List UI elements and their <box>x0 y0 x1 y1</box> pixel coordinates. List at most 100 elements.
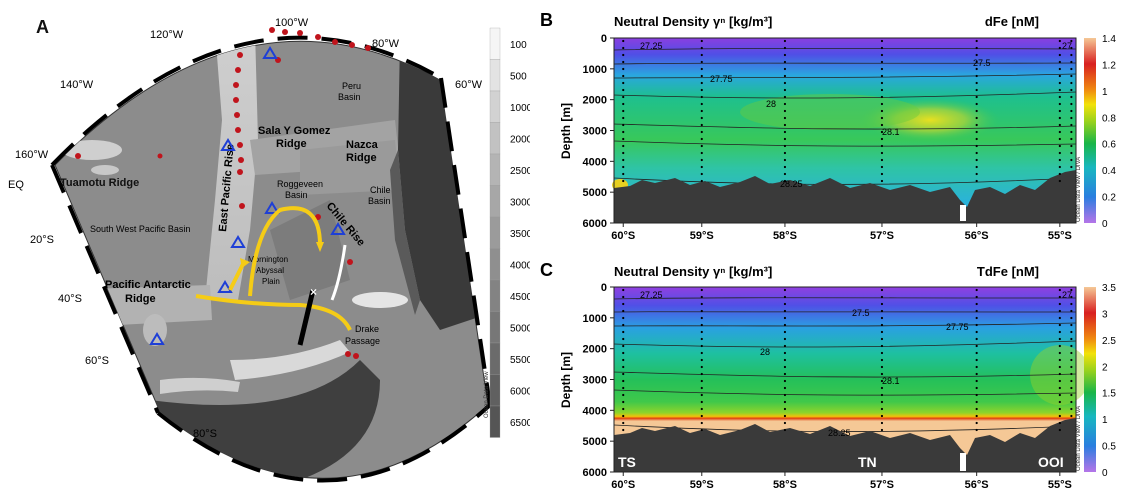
sample-dot <box>783 165 787 169</box>
svg-text:27.25: 27.25 <box>640 41 663 51</box>
sample-dot <box>880 53 884 57</box>
section-b-svg: B Neutral Density γⁿ [kg/m³] dFe [nM] 27… <box>540 10 1116 242</box>
sample-dot <box>975 46 978 50</box>
depth-legend-label: 5000 m <box>510 323 530 334</box>
sample-dot <box>975 351 978 355</box>
colorbar-tick-label: 0.6 <box>1102 140 1116 151</box>
sample-dot <box>975 309 978 313</box>
sample-dot <box>1070 130 1073 134</box>
sample-dot <box>1058 81 1061 85</box>
sample-dot <box>700 151 703 155</box>
sample-dot <box>783 372 787 376</box>
sample-dot <box>975 386 978 390</box>
sample-dot <box>1058 351 1061 355</box>
sample-dot <box>700 158 703 162</box>
lat-label-60s: 60°S <box>85 355 109 367</box>
sample-dot <box>1058 316 1061 320</box>
sample-dot <box>975 428 978 432</box>
sample-dot <box>783 137 787 141</box>
sample-dot <box>1058 95 1061 99</box>
svg-text:×: × <box>310 285 317 299</box>
y-tick-label: 4000 <box>583 405 607 417</box>
sample-dot <box>700 130 703 134</box>
sample-dot <box>622 81 625 85</box>
y-tick-label: 5000 <box>583 436 607 448</box>
x-tick-label: 59°S <box>690 479 714 491</box>
sample-dot <box>880 295 884 299</box>
sample-dot <box>1070 158 1073 162</box>
sample-dot <box>700 393 703 397</box>
sample-dot <box>622 151 625 155</box>
lon-label-140w: 140°W <box>60 79 94 91</box>
sample-dot <box>622 365 625 369</box>
panel-a-label: A <box>36 17 49 37</box>
colorbar-tick-label: 0.2 <box>1102 193 1116 204</box>
sample-dot <box>1058 53 1061 57</box>
sample-dot <box>783 407 787 411</box>
sample-dot <box>1070 365 1073 369</box>
depth-legend-label: 3000 m <box>510 197 530 208</box>
sample-dot <box>975 137 978 141</box>
sample-dot <box>783 39 787 43</box>
panel-c-section: C Neutral Density γⁿ [kg/m³] TdFe [nM] 2… <box>530 250 1130 493</box>
sample-dot <box>783 302 787 306</box>
sample-dot <box>783 179 787 183</box>
panel-b-label: B <box>540 10 553 30</box>
station-triangles <box>149 46 346 345</box>
sample-dot <box>975 130 978 134</box>
sample-dot <box>700 67 703 71</box>
panel-b-title-left: Neutral Density γⁿ [kg/m³] <box>614 14 772 29</box>
sample-dot <box>622 309 625 313</box>
depth-legend-label: 500 m <box>510 71 530 82</box>
sample-dot <box>1058 172 1061 176</box>
colorbar-tick-label: 1 <box>1102 415 1108 426</box>
sample-dot <box>880 102 884 106</box>
sample-dot <box>975 81 978 85</box>
sample-dot <box>783 46 787 50</box>
sample-dot <box>880 172 884 176</box>
sample-dot <box>1058 60 1061 64</box>
sample-dot <box>622 323 625 327</box>
y-tick-label: 5000 <box>583 187 607 199</box>
sample-dot <box>1058 344 1061 348</box>
svg-text:27.25: 27.25 <box>640 290 663 300</box>
sample-dot <box>975 414 978 418</box>
sample-dot <box>880 365 884 369</box>
sample-dot <box>880 407 884 411</box>
depth-legend-swatch <box>489 90 501 123</box>
sample-dot <box>1058 400 1061 404</box>
depth-legend-label: 2500 m <box>510 166 530 177</box>
sample-dot <box>783 344 787 348</box>
sample-dot <box>783 295 787 299</box>
colorbar-tick-label: 1 <box>1102 87 1108 98</box>
panel-c-title-left: Neutral Density γⁿ [kg/m³] <box>614 264 772 279</box>
sample-dot <box>622 400 625 404</box>
sample-dot <box>1058 421 1061 425</box>
sample-dot <box>622 337 625 341</box>
sample-dot <box>975 39 978 43</box>
colorbar-ticks-b: 1.4 1.2 1 0.8 0.6 0.4 0.2 0 <box>1102 34 1116 230</box>
y-tick-label: 0 <box>601 282 607 294</box>
depth-legend-label: 100 m <box>510 40 530 51</box>
sample-dot <box>700 179 703 183</box>
label-par-1: Pacific Antarctic <box>105 279 191 291</box>
sample-dot <box>700 81 703 85</box>
colorbar-tick-label: 1.4 <box>1102 34 1116 45</box>
sample-dot <box>1058 295 1061 299</box>
sample-dot <box>975 372 978 376</box>
sample-dot <box>1058 67 1061 71</box>
panel-c-label: C <box>540 260 553 280</box>
sample-dot <box>783 428 787 432</box>
sample-dot <box>622 344 625 348</box>
sample-dot <box>975 102 978 106</box>
contour-labels-c: 27.25 27 27.5 27.75 28 28.1 28.25 <box>640 290 1072 438</box>
y-tick-label: 3000 <box>583 126 607 138</box>
sample-dot <box>622 39 625 43</box>
sample-dot <box>1070 53 1073 57</box>
station-dots-b <box>622 39 1073 183</box>
sample-dot <box>700 302 703 306</box>
sample-dot <box>1070 400 1073 404</box>
depth-legend-swatch <box>489 342 501 375</box>
sample-dot <box>880 372 884 376</box>
sample-dot <box>1070 39 1073 43</box>
